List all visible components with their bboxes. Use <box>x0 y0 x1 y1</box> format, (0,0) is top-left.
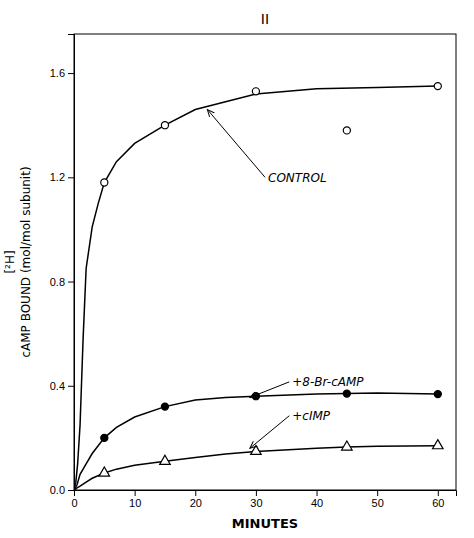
tick-mark <box>68 386 74 387</box>
x-axis: 0 10 20 30 40 50 60 <box>71 490 456 509</box>
tick: 50 <box>372 490 384 509</box>
tick-label: 0.4 <box>50 380 65 392</box>
tick-label: 1.6 <box>50 67 65 79</box>
tick: 10 <box>129 490 141 509</box>
y-axis: 0.0 0.4 0.8 1.2 1.6 <box>50 35 75 497</box>
annotation-arrow <box>250 382 289 398</box>
annotation: CONTROL <box>268 171 327 185</box>
point <box>161 122 168 129</box>
plot-area <box>74 83 443 490</box>
tick-label: 50 <box>372 497 384 509</box>
tick: 60 <box>432 490 444 509</box>
tick-label: 0 <box>71 497 77 509</box>
tick-mark <box>68 73 74 74</box>
point <box>161 403 168 410</box>
y-axis-label: [²H] <box>3 250 17 273</box>
chart: 0 10 20 30 40 50 60 0.0 0.4 0.8 1.2 1.6 CONTROL +8-Br… <box>0 0 474 538</box>
tick: 30 <box>250 490 262 509</box>
point <box>99 467 110 476</box>
tick-label: 30 <box>250 497 262 509</box>
tick-mark <box>68 490 74 491</box>
tick: 0.4 <box>50 380 74 392</box>
point <box>101 179 108 186</box>
tick-label: 0.0 <box>50 484 65 496</box>
annotation: +8-Br-cAMP <box>292 375 364 389</box>
tick-mark <box>68 177 74 178</box>
tick: 0.8 <box>50 276 74 288</box>
x-axis-label: MINUTES <box>232 516 298 531</box>
line <box>74 446 438 490</box>
point <box>433 440 444 449</box>
annotations: CONTROL +8-Br-cAMP +cIMP <box>207 110 364 449</box>
tick-label: 10 <box>129 497 141 509</box>
title: II <box>261 11 269 27</box>
tick-mark <box>68 282 74 283</box>
tick-label: 40 <box>311 497 323 509</box>
plot-frame <box>74 34 456 490</box>
tick-mark <box>438 490 439 496</box>
point <box>434 391 441 398</box>
tick: 20 <box>190 490 202 509</box>
axis-line <box>68 35 75 491</box>
tick-label: 20 <box>190 497 202 509</box>
tick-mark <box>377 490 378 496</box>
tick: 40 <box>311 490 323 509</box>
annotation-arrow <box>207 110 265 178</box>
point <box>343 127 350 134</box>
point <box>160 455 171 464</box>
point <box>101 434 108 441</box>
tick: 0 <box>71 490 77 509</box>
tick-label: 1.2 <box>50 171 65 183</box>
tick-label: 0.8 <box>50 276 65 288</box>
tick-label: 60 <box>432 497 444 509</box>
tick-mark <box>135 490 136 496</box>
point <box>434 83 441 90</box>
annotation: +cIMP <box>292 409 331 423</box>
tick: 1.6 <box>50 67 74 79</box>
tick-mark <box>256 490 257 496</box>
annotation-arrow <box>250 416 289 449</box>
tick-mark <box>317 490 318 496</box>
line <box>74 86 438 490</box>
y-axis-label: cAMP BOUND (mol/mol subunit) <box>19 166 33 357</box>
point <box>252 88 259 95</box>
tick-mark <box>195 490 196 496</box>
point <box>342 441 353 450</box>
point <box>343 390 350 397</box>
line <box>74 393 438 490</box>
tick: 1.2 <box>50 171 74 183</box>
tick: 0.0 <box>50 484 74 496</box>
axis-line <box>75 491 457 497</box>
